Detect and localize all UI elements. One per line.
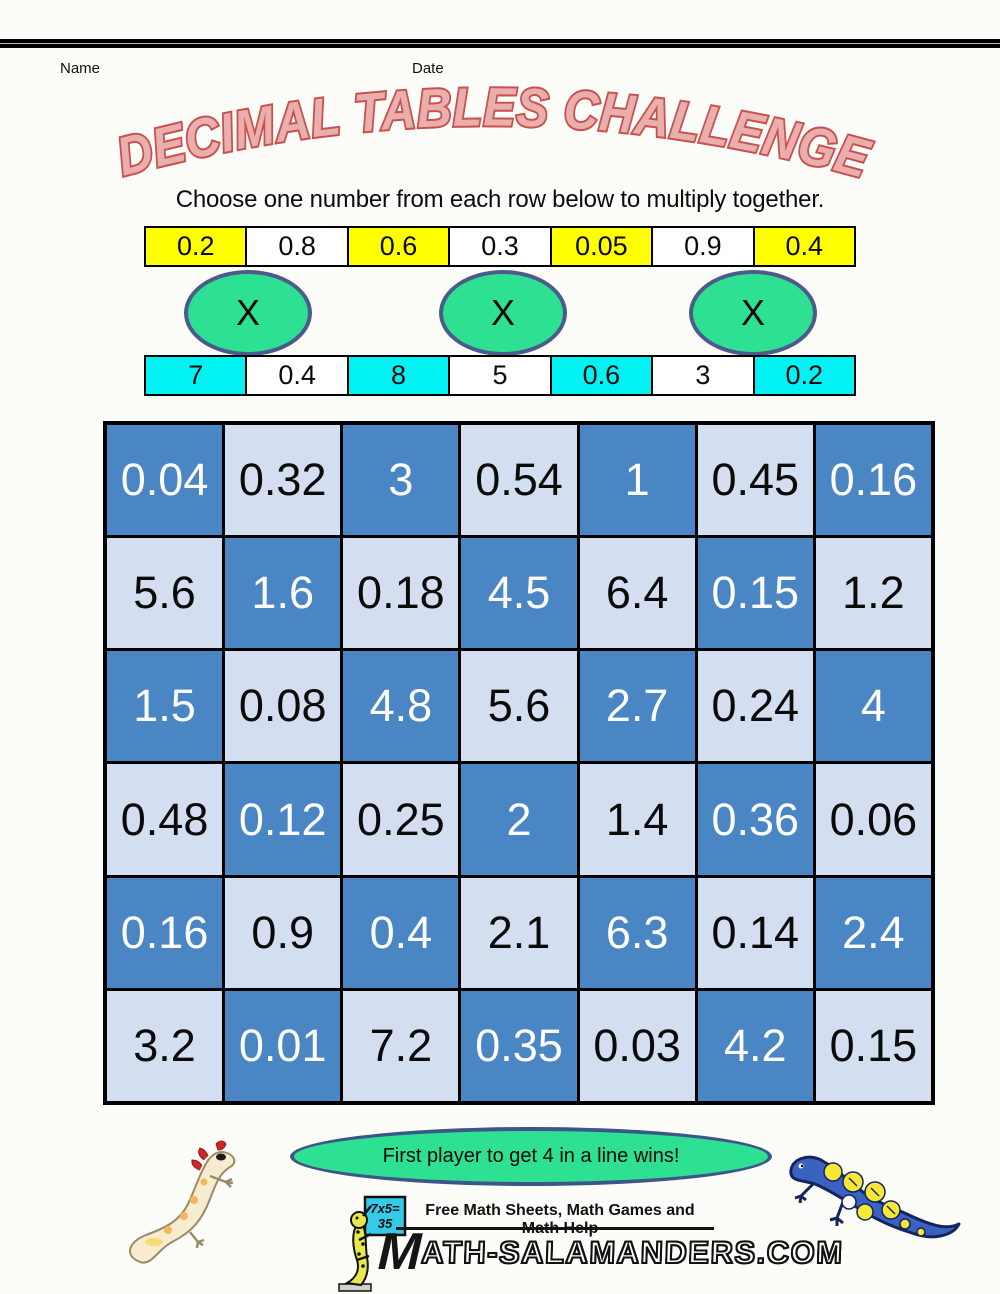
multiply-x-icon: X xyxy=(490,292,515,333)
logo-wordmark: MATH-SALAMANDERS.COM xyxy=(377,1222,845,1282)
winner-banner-oval: First player to get 4 in a line wins! xyxy=(290,1127,772,1186)
mascot-sign-line1: 7x5= xyxy=(370,1201,400,1216)
factor-cell[interactable]: 0.2 xyxy=(754,357,854,394)
product-cell[interactable]: 4.2 xyxy=(697,990,813,1101)
factor-cell[interactable]: 0.05 xyxy=(551,228,652,265)
factor-cell[interactable]: 0.6 xyxy=(348,228,449,265)
products-grid: 0.04 0.32 3 0.54 1 0.45 0.16 5.6 1.6 0.18 4.5 6.4 0.… xyxy=(103,421,935,1105)
date-label: Date xyxy=(412,60,444,77)
product-cell[interactable]: 4 xyxy=(815,651,931,762)
product-cell[interactable]: 0.45 xyxy=(697,425,813,536)
factor-cell[interactable]: 7 xyxy=(146,357,246,394)
product-cell[interactable]: 0.06 xyxy=(815,764,931,875)
multiply-oval-3: X xyxy=(689,270,817,356)
mascot-logo-icon: 7x5= 35 xyxy=(338,1195,407,1292)
product-cell[interactable]: 0.14 xyxy=(697,877,813,988)
factor-cell[interactable]: 0.4 xyxy=(247,357,347,394)
multiply-oval-1: X xyxy=(184,270,312,356)
name-label: Name xyxy=(60,60,101,77)
product-cell[interactable]: 0.01 xyxy=(225,990,341,1101)
winner-banner-text: First player to get 4 in a line wins! xyxy=(382,1145,680,1167)
product-cell[interactable]: 0.54 xyxy=(461,425,577,536)
svg-text:DECIMAL TABLES CHALLENGE: DECIMAL TABLES CHALLENGE xyxy=(111,84,877,189)
factor-cell[interactable]: 0.4 xyxy=(754,228,854,265)
gecko-illustration-icon xyxy=(129,1140,236,1264)
product-cell[interactable]: 2.7 xyxy=(579,651,695,762)
product-cell[interactable]: 0.15 xyxy=(697,538,813,649)
product-cell[interactable]: 3.2 xyxy=(107,990,223,1101)
product-cell[interactable]: 0.15 xyxy=(815,990,931,1101)
factor-cell[interactable]: 5 xyxy=(450,357,550,394)
product-cell[interactable]: 7.2 xyxy=(343,990,459,1101)
product-cell[interactable]: 4.8 xyxy=(343,651,459,762)
product-cell[interactable]: 6.3 xyxy=(579,877,695,988)
product-cell[interactable]: 6.4 xyxy=(579,538,695,649)
factor-cell[interactable]: 0.9 xyxy=(653,228,753,265)
product-cell[interactable]: 0.25 xyxy=(343,764,459,875)
instruction-text: Choose one number from each row below to… xyxy=(175,186,825,213)
page-title-banner: DECIMAL TABLES CHALLENGE xyxy=(109,84,878,189)
product-cell[interactable]: 1.5 xyxy=(107,651,223,762)
product-cell[interactable]: 5.6 xyxy=(107,538,223,649)
product-cell[interactable]: 5.6 xyxy=(461,651,577,762)
logo-rule xyxy=(396,1227,714,1230)
product-cell[interactable]: 0.16 xyxy=(815,425,931,536)
mascot-sign-line2: 35 xyxy=(378,1216,393,1231)
product-cell[interactable]: 3 xyxy=(343,425,459,536)
multiply-oval-2: X xyxy=(439,270,567,356)
product-cell[interactable]: 2.4 xyxy=(815,877,931,988)
product-cell[interactable]: 0.04 xyxy=(107,425,223,536)
product-cell[interactable]: 0.9 xyxy=(225,877,341,988)
product-cell[interactable]: 0.36 xyxy=(697,764,813,875)
product-cell[interactable]: 0.16 xyxy=(107,877,223,988)
multiply-x-icon: X xyxy=(235,292,260,333)
product-cell[interactable]: 0.32 xyxy=(225,425,341,536)
product-cell[interactable]: 1 xyxy=(579,425,695,536)
factor-cell[interactable]: 0.2 xyxy=(146,228,246,265)
factor-row-bottom: 7 0.4 8 5 0.6 3 0.2 xyxy=(144,355,856,396)
logo-wordmark-rest: ATH-SALAMANDERS.COM xyxy=(420,1234,846,1271)
factor-cell[interactable]: 3 xyxy=(653,357,753,394)
product-cell[interactable]: 4.5 xyxy=(461,538,577,649)
factor-cell[interactable]: 0.8 xyxy=(247,228,347,265)
product-cell[interactable]: 0.4 xyxy=(343,877,459,988)
factor-cell[interactable]: 0.3 xyxy=(450,228,550,265)
product-cell[interactable]: 0.35 xyxy=(461,990,577,1101)
product-cell[interactable]: 0.03 xyxy=(579,990,695,1101)
product-cell[interactable]: 0.48 xyxy=(107,764,223,875)
product-cell[interactable]: 1.2 xyxy=(815,538,931,649)
multiply-x-icon: X xyxy=(740,292,765,333)
product-cell[interactable]: 0.12 xyxy=(225,764,341,875)
product-cell[interactable]: 0.18 xyxy=(343,538,459,649)
factor-row-top: 0.2 0.8 0.6 0.3 0.05 0.9 0.4 xyxy=(144,226,856,267)
product-cell[interactable]: 0.24 xyxy=(697,651,813,762)
factor-cell[interactable]: 0.6 xyxy=(551,357,652,394)
salamander-illustration-icon xyxy=(789,1155,961,1239)
product-cell[interactable]: 2.1 xyxy=(461,877,577,988)
product-cell[interactable]: 1.4 xyxy=(579,764,695,875)
page-title: DECIMAL TABLES CHALLENGE xyxy=(109,84,878,189)
page-top-rule xyxy=(0,39,1000,48)
product-cell[interactable]: 1.6 xyxy=(225,538,341,649)
logo-wordmark-initial: M xyxy=(376,1223,423,1281)
product-cell[interactable]: 2 xyxy=(461,764,577,875)
product-cell[interactable]: 0.08 xyxy=(225,651,341,762)
factor-cell[interactable]: 8 xyxy=(348,357,449,394)
